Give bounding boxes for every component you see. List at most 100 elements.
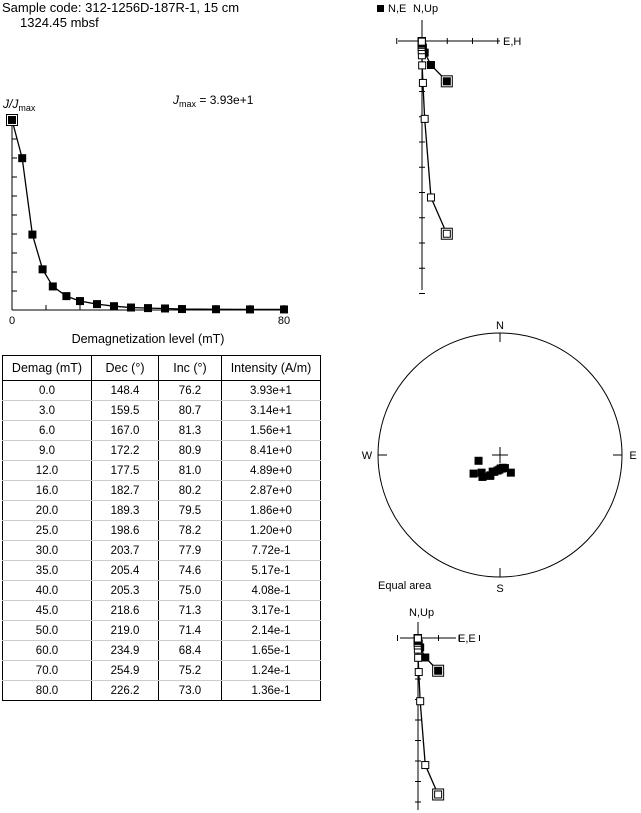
label-s: S [496, 583, 503, 595]
demag-point [144, 304, 152, 313]
stereonet: N S W E Equal area [362, 320, 637, 595]
table-cell: 25.0 [2, 520, 92, 541]
zijder-bottom-horizontal-point [421, 653, 430, 662]
table-row: 16.0 182.7 80.2 2.87e+0 [2, 480, 321, 501]
demag-point [48, 282, 57, 291]
label-e: E [629, 450, 636, 462]
table-cell: 189.3 [91, 500, 159, 521]
zijder-bottom-vertical-point [421, 761, 430, 770]
table-row: 3.0 159.5 80.7 3.14e+1 [2, 400, 321, 421]
table-cell: 3.93e+1 [221, 380, 321, 401]
table-cell: 3.17e-1 [221, 600, 321, 621]
table-cell: 4.89e+0 [221, 460, 321, 481]
table-cell: 30.0 [2, 540, 92, 561]
table-cell: 74.6 [158, 560, 222, 581]
zijder-top-up-label: N,Up [413, 3, 438, 15]
label-n: N [496, 320, 504, 332]
zijder-top-vertical-point [442, 229, 451, 238]
demag-point [76, 297, 84, 306]
table-row: 30.0 203.7 77.9 7.72e-1 [2, 540, 321, 561]
table-cell: 20.0 [2, 500, 92, 521]
stereonet-caption: Equal area [378, 580, 432, 592]
table-row: 0.0 148.4 76.2 3.93e+1 [2, 380, 321, 401]
table-row: 9.0 172.2 80.9 8.41e+0 [2, 440, 321, 461]
demag-curve [11, 119, 284, 311]
table-cell: 45.0 [2, 600, 92, 621]
y-axis-label: J/Jmax [2, 97, 36, 113]
stereonet-point [486, 471, 495, 480]
demag-point [62, 292, 71, 301]
zijder-top-horizontal-point [426, 61, 435, 70]
table-cell: 80.0 [2, 680, 92, 701]
table-cell: 12.0 [2, 460, 92, 481]
table-cell: 73.0 [158, 680, 222, 701]
table-row: 20.0 189.3 79.5 1.86e+0 [2, 500, 321, 521]
zijder-bottom-vertical-point [434, 790, 443, 799]
stereonet-points [469, 456, 515, 481]
zijder-bottom-horizontal-point [434, 666, 443, 675]
table-cell: 4.08e-1 [221, 580, 321, 601]
table-cell: 3.14e+1 [221, 400, 321, 421]
table-cell: 40.0 [2, 580, 92, 601]
demag-point [8, 116, 16, 124]
zijder-top-vertical-point [426, 193, 435, 202]
table-cell: 68.4 [158, 640, 222, 661]
table-row: 50.0 219.0 71.4 2.14e-1 [2, 620, 321, 641]
table-cell: 78.2 [158, 520, 222, 541]
table-cell: 80.2 [158, 480, 222, 501]
zijder-top-horizontal-point [442, 77, 451, 86]
table-cell: 1.36e-1 [221, 680, 321, 701]
table-cell: 182.7 [91, 480, 159, 501]
table-cell: 81.0 [158, 460, 222, 481]
demag-point [127, 303, 135, 312]
zijder-top-h-label: E,H [503, 36, 521, 48]
table-cell: 7.72e-1 [221, 540, 321, 561]
demag-data-table: Demag (mT) Dec (°) Inc (°) Intensity (A/m) … [2, 355, 321, 701]
table-cell: 177.5 [91, 460, 159, 481]
table-row: 6.0 167.0 81.3 1.56e+1 [2, 420, 321, 441]
table-row: 40.0 205.3 75.0 4.08e-1 [2, 580, 321, 601]
table-cell: 5.17e-1 [221, 560, 321, 581]
zijder-bottom-vertical-point [414, 668, 423, 677]
demag-point [18, 154, 27, 163]
table-cell: 1.86e+0 [221, 500, 321, 521]
stereonet-point [469, 469, 478, 478]
table-cell: 1.20e+0 [221, 520, 321, 541]
table-body: 0.0 148.4 76.2 3.93e+1 3.0 159.5 80.7 3.14e+1 6.… [2, 380, 321, 701]
legend-label: N,E [388, 3, 406, 15]
table-cell: 159.5 [91, 400, 159, 421]
table-cell: 9.0 [2, 440, 92, 461]
demag-point [38, 265, 47, 274]
table-cell: 1.56e+1 [221, 420, 321, 441]
table-row: 70.0 254.9 75.2 1.24e-1 [2, 660, 321, 681]
table-cell: 167.0 [91, 420, 159, 441]
table-row: 12.0 177.5 81.0 4.89e+0 [2, 460, 321, 481]
zijder-bottom-ticks [397, 635, 480, 803]
zijder-top-series [417, 37, 453, 240]
sample-depth: 1324.45 mbsf [20, 15, 99, 30]
demag-point [280, 305, 288, 314]
table-cell: 80.9 [158, 440, 222, 461]
table-cell: 71.3 [158, 600, 222, 621]
zijder-top-vertical-point [417, 37, 426, 46]
legend-filled-square [377, 5, 384, 12]
demag-point [110, 302, 118, 311]
zijder-bottom-h-label: E,E [458, 633, 476, 645]
column-header: Dec (°) [91, 355, 159, 381]
table-cell: 71.4 [158, 620, 222, 641]
column-header: Intensity (A/m) [221, 355, 321, 381]
table-cell: 75.0 [158, 580, 222, 601]
sample-code: Sample code: 312-1256D-187R-1, 15 cm [2, 0, 240, 15]
demag-series [6, 114, 288, 314]
zijder-bottom-vertical-path [417, 636, 439, 795]
zijder-bottom-vertical-point [413, 634, 422, 643]
table-cell: 1.24e-1 [221, 660, 321, 681]
table-cell: 2.14e-1 [221, 620, 321, 641]
table-cell: 218.6 [91, 600, 159, 621]
table-cell: 16.0 [2, 480, 92, 501]
table-cell: 2.87e+0 [221, 480, 321, 501]
table-cell: 60.0 [2, 640, 92, 661]
demag-point [93, 300, 101, 309]
table-cell: 80.7 [158, 400, 222, 421]
